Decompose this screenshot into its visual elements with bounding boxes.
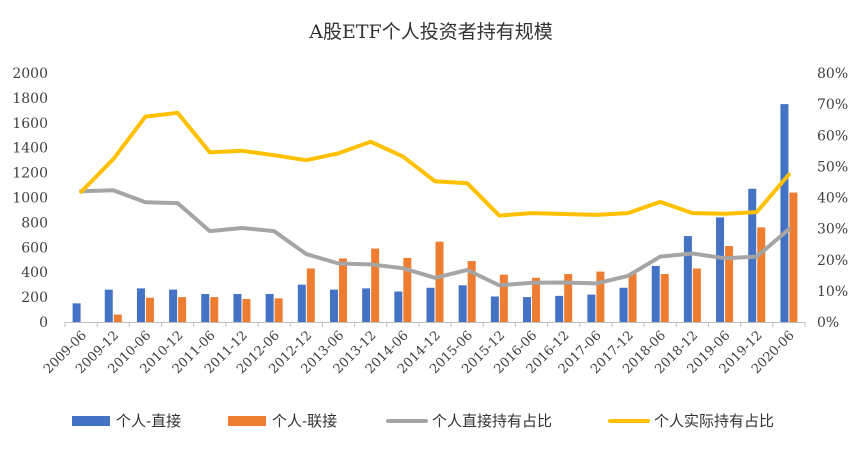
bar-direct	[104, 289, 113, 322]
bar-direct	[651, 265, 660, 322]
bar-direct	[780, 104, 789, 322]
bar-direct	[555, 295, 564, 322]
right-axis-tick-label: 30%	[817, 222, 848, 238]
bar-feeder	[660, 274, 669, 322]
right-axis-tick-label: 70%	[817, 97, 848, 113]
left-axis-tick-label: 1600	[12, 116, 48, 132]
right-axis-tick-label: 0%	[817, 315, 839, 331]
bar-direct	[329, 289, 338, 322]
bar-feeder	[306, 268, 315, 322]
bar-feeder	[371, 248, 380, 322]
left-axis-tick-label: 200	[21, 290, 48, 306]
bar-feeder	[596, 271, 605, 322]
bar-feeder	[210, 297, 219, 322]
left-axis-tick-label: 2000	[12, 66, 48, 82]
legend: 个人-直接 个人-联接 个人直接持有占比 个人实际持有占比	[72, 412, 774, 430]
right-axis-tick-label: 80%	[817, 66, 848, 82]
left-axis-tick-label: 1000	[12, 191, 48, 207]
bar-feeder	[274, 298, 283, 322]
left-axis-tick-label: 0	[39, 315, 48, 331]
bar-direct	[426, 287, 435, 322]
legend-swatch	[72, 416, 110, 426]
bar-feeder	[242, 298, 251, 322]
legend-swatch	[228, 416, 266, 426]
bar-feeder	[403, 257, 412, 322]
right-axis-tick-label: 40%	[817, 191, 848, 207]
bar-feeder	[467, 260, 476, 322]
bar-feeder	[532, 277, 541, 322]
left-axis-tick-label: 1800	[12, 91, 48, 107]
right-axis-tick-label: 10%	[817, 284, 848, 300]
right-axis-tick-label: 60%	[817, 128, 848, 144]
bar-direct	[523, 297, 532, 322]
lines-layer	[79, 110, 791, 288]
bar-direct	[72, 303, 81, 322]
bar-direct	[394, 291, 403, 322]
legend-label: 个人-联接	[272, 412, 337, 430]
bar-direct	[297, 284, 306, 322]
line-actual-share	[79, 110, 791, 218]
bar-direct	[169, 289, 178, 322]
chart-title: A股ETF个人投资者持有规模	[308, 21, 552, 43]
bar-direct	[490, 296, 499, 322]
left-axis-tick-label: 600	[21, 240, 48, 256]
bar-direct	[233, 293, 242, 322]
bar-feeder	[145, 297, 154, 322]
bar-feeder	[564, 274, 573, 322]
bar-direct	[201, 293, 210, 322]
bar-feeder	[725, 246, 734, 322]
right-y-axis: 0% 10% 20% 30% 40% 50% 60% 70% 80%	[817, 66, 848, 331]
bar-feeder	[499, 274, 508, 322]
bar-feeder	[178, 297, 187, 322]
bar-direct	[362, 288, 371, 322]
x-axis: 2009-062009-122010-062010-122011-062011-…	[41, 322, 806, 377]
bar-feeder	[628, 273, 637, 322]
left-axis-tick-label: 400	[21, 265, 48, 281]
bar-feeder	[757, 227, 766, 322]
bar-direct	[683, 236, 692, 322]
bars-layer	[72, 104, 798, 322]
left-axis-tick-label: 1400	[12, 141, 48, 157]
bar-direct	[619, 287, 628, 322]
bar-feeder	[435, 241, 444, 322]
bar-direct	[458, 285, 467, 322]
bar-feeder	[692, 268, 701, 322]
bar-feeder	[789, 192, 798, 322]
right-axis-tick-label: 50%	[817, 159, 848, 175]
left-axis-tick-label: 1200	[12, 166, 48, 182]
left-y-axis: 0 200 400 600 800 1000 1200 1400 1600 1800 2000	[12, 66, 48, 331]
line-direct-share	[79, 188, 791, 288]
legend-label: 个人-直接	[116, 412, 181, 430]
bar-direct	[587, 294, 596, 322]
legend-label: 个人直接持有占比	[432, 412, 552, 430]
bar-feeder	[113, 314, 122, 322]
bar-direct	[265, 293, 274, 322]
left-axis-tick-label: 800	[21, 215, 48, 231]
bar-direct	[136, 288, 145, 322]
legend-label: 个人实际持有占比	[654, 412, 774, 430]
right-axis-tick-label: 20%	[817, 253, 848, 269]
bar-feeder	[338, 258, 347, 322]
bar-direct	[716, 217, 725, 322]
